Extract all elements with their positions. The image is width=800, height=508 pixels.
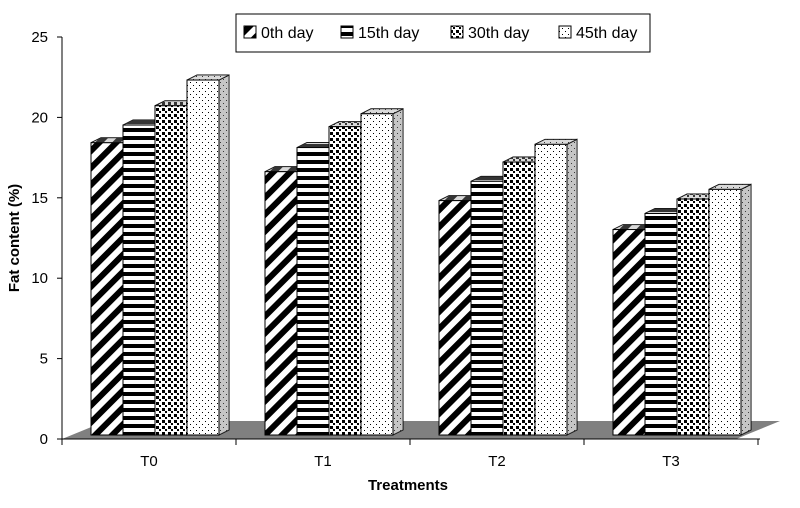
bar-front (644, 212, 678, 436)
x-tick-label-t3: T3 (662, 453, 680, 470)
bar-front (264, 171, 298, 436)
bar-side-shade (219, 75, 229, 436)
y-tick-label: 15 (31, 190, 48, 207)
legend-swatch (558, 25, 572, 39)
bar-t3-45th-day (708, 183, 752, 436)
bar-top-shade (187, 75, 229, 81)
y-axis-ticks: 0 5 10 15 20 25 (31, 29, 62, 448)
y-tick-label: 10 (31, 270, 48, 287)
legend-label: 30th day (468, 25, 529, 42)
legend: 0th day 15th day 30th day 45th day (235, 13, 651, 53)
bar-front (154, 105, 188, 436)
legend-item-45th-day: 45th day (558, 25, 637, 42)
y-tick-label: 0 (40, 431, 48, 448)
bar-side-shade (741, 184, 751, 435)
bar-side-shade (567, 139, 577, 435)
bar-side-shade (393, 108, 403, 436)
bar-front (122, 124, 156, 436)
x-tick-label-t0: T0 (140, 453, 158, 470)
bar-front (612, 229, 646, 436)
bar-t2-45th-day (534, 138, 578, 436)
y-tick-label: 25 (31, 29, 48, 46)
bar-front (360, 113, 394, 436)
bars-group (90, 74, 752, 436)
legend-label: 45th day (576, 25, 637, 42)
legend-box (235, 13, 651, 53)
bar-t0-45th-day (186, 74, 230, 436)
legend-item-30th-day: 30th day (450, 25, 529, 42)
bar-front (90, 142, 124, 436)
x-axis-ticks: T0 T1 T2 T3 (61, 439, 759, 470)
bar-front (534, 143, 568, 436)
bar-front (676, 198, 710, 436)
y-axis-title: Fat content (%) (6, 184, 23, 292)
legend-swatch (243, 25, 257, 39)
bar-front (502, 161, 536, 436)
legend-item-15th-day: 15th day (340, 25, 419, 42)
bar-front (470, 180, 504, 436)
bar-front (328, 126, 362, 436)
legend-label: 0th day (261, 25, 313, 42)
legend-swatch (340, 25, 354, 39)
bar-front (708, 188, 742, 436)
legend-label: 15th day (358, 25, 419, 42)
bar-top-shade (361, 108, 403, 114)
bar-top-shade (535, 139, 577, 145)
bar-t1-45th-day (360, 107, 404, 436)
chart-floor (62, 421, 780, 439)
y-tick-label: 5 (40, 351, 48, 368)
bar-front (296, 147, 330, 436)
bar-top-shade (709, 184, 751, 190)
x-tick-label-t1: T1 (314, 453, 332, 470)
legend-swatch (450, 25, 464, 39)
x-tick-label-t2: T2 (488, 453, 506, 470)
legend-item-0th-day: 0th day (243, 25, 313, 42)
x-axis-title: Treatments (368, 477, 448, 494)
bar-front (186, 79, 220, 436)
y-tick-label: 20 (31, 109, 48, 126)
bar-front (438, 200, 472, 436)
